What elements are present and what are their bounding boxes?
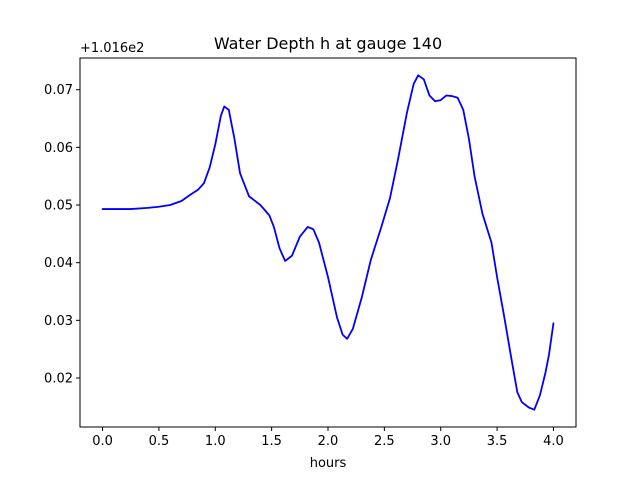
x-tick-label: 2.5 [374, 434, 395, 449]
chart-title: Water Depth h at gauge 140 [214, 34, 442, 53]
x-tick-label: 1.5 [261, 434, 282, 449]
y-tick-label: 0.04 [44, 256, 73, 271]
x-axis-label: hours [310, 456, 347, 471]
x-tick-label: 0.5 [149, 434, 170, 449]
x-tick-label: 1.0 [205, 434, 226, 449]
y-tick-label: 0.03 [44, 314, 73, 329]
x-tick-label: 3.0 [430, 434, 451, 449]
y-tick-label: 0.02 [44, 371, 73, 386]
x-tick-label: 0.0 [92, 434, 113, 449]
y-tick-label: 0.06 [44, 141, 73, 156]
x-tick-label: 4.0 [543, 434, 564, 449]
plot-area: 0.0 0.5 1.0 1.5 2.0 2.5 3.0 3.5 4.0 0.02 0.03 0.04 0… [44, 57, 577, 449]
y-tick-label: 0.05 [44, 199, 73, 214]
y-tick-label: 0.07 [44, 83, 73, 98]
series-line-0 [101, 74, 555, 411]
x-tick-label: 3.5 [487, 434, 508, 449]
x-tick-label: 2.0 [318, 434, 339, 449]
y-offset-label: +1.016e2 [80, 41, 144, 56]
